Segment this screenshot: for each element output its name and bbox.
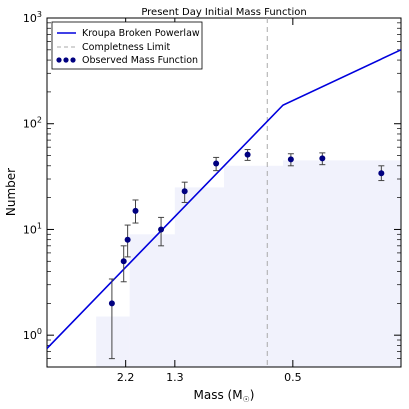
data-point — [158, 226, 165, 233]
x-tick-label: 0.5 — [284, 371, 302, 384]
data-point — [287, 156, 294, 163]
observed-points — [108, 149, 385, 360]
shading-bar-3 — [224, 165, 283, 367]
background-shading — [96, 160, 401, 367]
data-point — [132, 207, 139, 214]
data-point — [181, 188, 188, 195]
x-axis-label: Mass (M☉) — [194, 388, 255, 404]
shading-bar-4 — [283, 160, 401, 367]
data-point — [244, 151, 251, 158]
legend-box — [51, 21, 203, 70]
shading-bar-0 — [96, 316, 130, 367]
legend: Kroupa Broken Powerlaw Completness Limit… — [51, 21, 203, 70]
x-axis-label-main: Mass (M — [194, 388, 243, 402]
y-tick-label: 103 — [23, 10, 42, 25]
y-tick-label: 102 — [23, 116, 42, 131]
legend-label-completeness: Completness Limit — [82, 42, 171, 53]
y-axis: 100 101 102 103 — [23, 10, 401, 368]
data-point — [108, 300, 115, 307]
legend-marker-3 — [70, 57, 76, 63]
y-tick-label: 101 — [23, 221, 42, 236]
data-point — [124, 236, 131, 243]
plot-frame — [46, 17, 402, 368]
data-point — [120, 258, 127, 265]
data-point — [213, 160, 220, 167]
data-point — [378, 170, 385, 177]
data-point — [319, 155, 326, 162]
legend-marker-2 — [63, 57, 69, 63]
x-axis: 2.2 1.3 0.5 — [117, 18, 302, 384]
y-tick-label: 100 — [23, 327, 42, 342]
legend-label-observed: Observed Mass Function — [82, 55, 198, 66]
x-axis-label-sun-symbol: ☉ — [243, 395, 250, 404]
shading-bar-1 — [129, 234, 175, 367]
y-axis-label: Number — [4, 168, 18, 216]
x-tick-label: 1.3 — [166, 371, 184, 384]
shading-bar-2 — [174, 187, 224, 367]
legend-marker-1 — [56, 57, 62, 63]
x-tick-label: 2.2 — [117, 371, 135, 384]
x-axis-label-close: ) — [250, 388, 255, 402]
chart-title: Present Day Initial Mass Function — [141, 7, 306, 18]
kroupa-line — [47, 49, 401, 349]
legend-label-kroupa: Kroupa Broken Powerlaw — [82, 28, 200, 39]
